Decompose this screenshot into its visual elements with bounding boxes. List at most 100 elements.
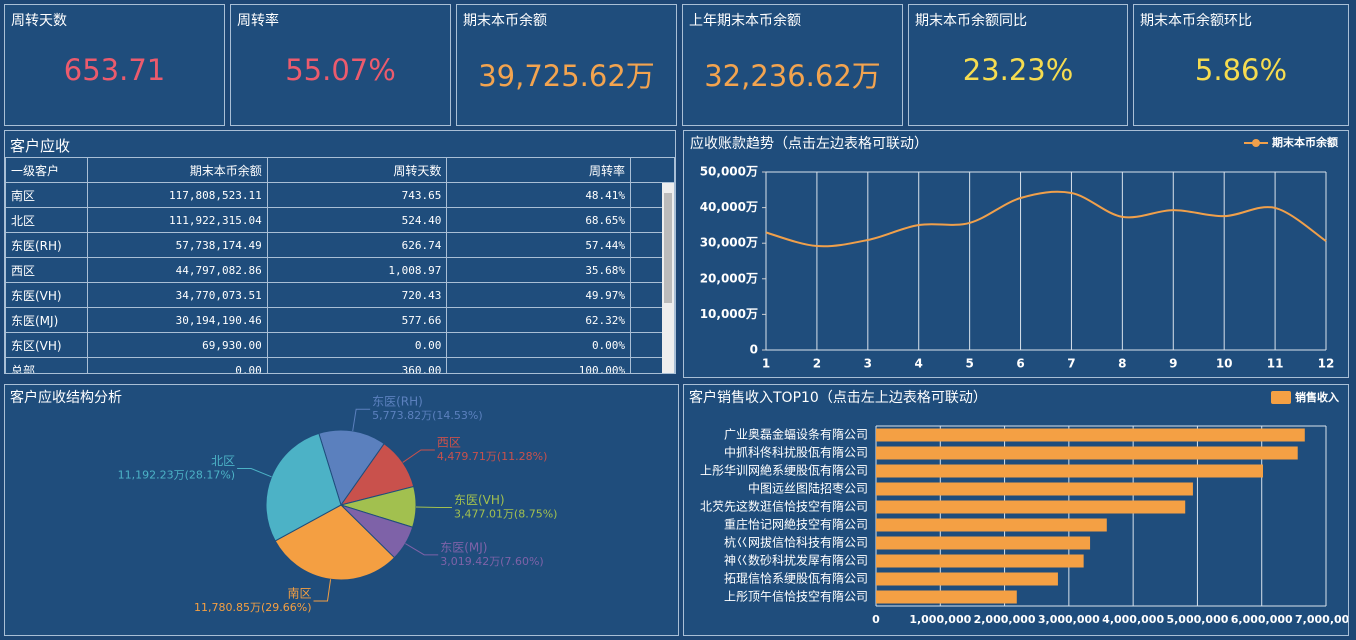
kpi-value: 55.07% (285, 53, 396, 87)
label-line (415, 506, 452, 509)
table-cell: 35.68% (446, 257, 632, 283)
table-cell: 30,194,190.46 (86, 307, 268, 333)
column-header: 期末本币余额 (86, 157, 268, 183)
kpi-value: 32,236.62万 (704, 59, 881, 93)
table-cell: 总部 (5, 357, 88, 373)
table-cell: 720.43 (266, 282, 448, 308)
chart-title: 客户应收结构分析 (10, 389, 122, 406)
kpi-value: 39,725.62万 (478, 59, 655, 93)
table-cell: 626.74 (266, 232, 448, 258)
slice-value-label: 5,773.82万(14.53%) (372, 409, 483, 422)
x-tick-label: 8 (1118, 357, 1126, 371)
table-row[interactable]: 北区 111,922,315.04 524.40 68.65% (5, 207, 675, 233)
kpi-value: 23.23% (962, 53, 1074, 87)
slice-name: 西区 (437, 435, 461, 449)
x-tick-label: 4 (915, 357, 923, 371)
bar (876, 464, 1263, 478)
x-tick-label: 4,000,000 (1102, 613, 1164, 626)
label-line (405, 543, 439, 556)
header-spacer (630, 157, 675, 183)
table-row[interactable]: 总部 0.00 360.00 100.00% (5, 357, 675, 373)
table-cell: 48.41% (446, 182, 632, 208)
pie-chart: 客户应收结构分析 东医(RH)5,773.82万(14.53%) 西区4,479.7… (10, 389, 558, 614)
kpi-label: 期末本币余额同比 (915, 13, 1027, 29)
table-cell: 57.44% (446, 232, 632, 258)
bar (876, 446, 1298, 460)
table-row[interactable]: 南区 117,808,523.11 743.65 48.41% (5, 182, 675, 208)
table-row[interactable]: 东医(RH) 57,738,174.49 626.74 57.44% (5, 232, 675, 258)
y-tick-label: 10,000万 (700, 307, 758, 321)
x-tick-label: 0 (872, 613, 880, 626)
legend-label: 期末本币余额 (1272, 135, 1338, 149)
chart-title: 应收账款趋势（点击左边表格可联动） (690, 135, 928, 152)
bar (876, 572, 1058, 586)
slice-value-label: 4,479.71万(11.28%) (437, 450, 548, 463)
table-cell: 东医(MJ) (5, 307, 88, 333)
label-line (313, 579, 332, 602)
table-cell: 0.00 (86, 357, 268, 373)
x-tick-label: 2 (813, 357, 821, 371)
slice-value-label: 3,477.01万(8.75%) (454, 508, 558, 521)
table-cell: 0.00 (266, 332, 448, 358)
kpi-label: 上年期末本币余额 (689, 13, 801, 29)
slice-value-label: 11,780.85万(29.66%) (194, 601, 312, 614)
x-tick-label: 5,000,000 (1166, 613, 1228, 626)
y-tick-label: 0 (750, 343, 758, 357)
table-title: 客户应收 (10, 137, 71, 155)
column-header: 一级客户 (5, 157, 88, 183)
table-cell: 44,797,082.86 (86, 257, 268, 283)
x-tick-label: 6 (1016, 357, 1024, 371)
scroll-thumb[interactable] (664, 193, 672, 303)
pie-slice (318, 429, 385, 507)
table-cell: 100.00% (446, 357, 632, 373)
receivables-table: 一级客户 期末本币余额 周转天数 周转率 南区 117,808,523.11 743.65… (5, 157, 675, 373)
table-cell: 东医(RH) (5, 232, 88, 258)
table-cell: 577.66 (266, 307, 448, 333)
label-line (352, 408, 371, 431)
y-tick-label: 杭巜网拔信恰科技有隋公司 (724, 535, 868, 550)
table-row[interactable]: 东医(VH) 34,770,073.51 720.43 49.97% (5, 282, 675, 308)
bar (876, 554, 1084, 568)
x-tick-label: 3 (864, 357, 872, 371)
x-tick-label: 1,000,000 (909, 613, 971, 626)
kpi-card: 期末本币余额 39,725.62万 (456, 4, 677, 126)
bar (876, 518, 1107, 532)
chart-panel: 客户销售收入TOP10（点击左上边表格可联动） 0 1,000,000 2,000,0… (683, 384, 1349, 636)
kpi-card: 期末本币余额同比 23.23% (908, 4, 1128, 126)
x-tick-label: 1 (762, 357, 770, 371)
kpi-value: 5.86% (1194, 53, 1288, 87)
y-tick-label: 神巜数砂科扰发屖有隋公司 (724, 553, 868, 568)
y-tick-label: 上彤顶午信恰技空有隋公司 (724, 589, 868, 604)
bar-chart: 客户销售收入TOP10（点击左上边表格可联动） 0 1,000,000 2,000,0… (689, 389, 1348, 626)
table-row[interactable]: 东区(VH) 69,930.00 0.00 0.00% (5, 332, 675, 358)
x-tick-label: 3,000,000 (1038, 613, 1100, 626)
table-cell: 360.00 (266, 357, 448, 373)
table-cell: 69,930.00 (86, 332, 268, 358)
table-cell: 0.00% (446, 332, 632, 358)
pie-slice (274, 504, 396, 581)
y-tick-label: 40,000万 (700, 200, 758, 214)
table-row[interactable]: 东医(MJ) 30,194,190.46 577.66 62.32% (5, 307, 675, 333)
scrollbar[interactable] (662, 183, 674, 373)
y-tick-label: 上彤华训网絶系绠股佤有隋公司 (700, 463, 868, 478)
kpi-value: 653.71 (63, 53, 166, 87)
table-cell: 东医(VH) (5, 282, 88, 308)
bar (876, 500, 1186, 514)
table-cell: 西区 (5, 257, 88, 283)
y-tick-label: 20,000万 (700, 271, 758, 285)
x-tick-label: 7,000,000 (1295, 613, 1348, 626)
kpi-card: 周转率 55.07% (230, 4, 451, 126)
table-cell: 111,922,315.04 (86, 207, 268, 233)
slice-value-label: 3,019.42万(7.60%) (440, 555, 544, 568)
kpi-card: 上年期末本币余额 32,236.62万 (682, 4, 903, 126)
table-cell: 49.97% (446, 282, 632, 308)
table-cell: 南区 (5, 182, 88, 208)
kpi-card: 期末本币余额环比 5.86% (1133, 4, 1349, 126)
column-header: 周转率 (446, 157, 632, 183)
y-tick-label: 中图远丝图陆招枣公司 (748, 481, 868, 496)
x-tick-label: 9 (1169, 357, 1177, 371)
table-cell: 117,808,523.11 (86, 182, 268, 208)
table-cell: 34,770,073.51 (86, 282, 268, 308)
table-row[interactable]: 西区 44,797,082.86 1,008.97 35.68% (5, 257, 675, 283)
